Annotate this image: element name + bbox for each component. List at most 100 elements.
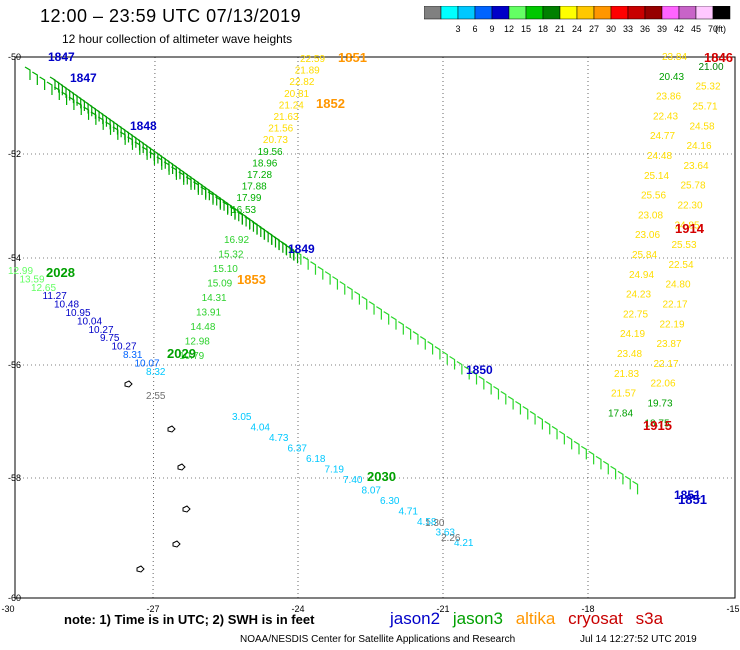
swh-barb xyxy=(434,346,441,360)
map-title: 12:00 – 23:59 UTC 07/13/2019 xyxy=(40,6,302,26)
swh-value: 24.77 xyxy=(650,131,675,142)
lat-tick-label: -58 xyxy=(8,473,21,483)
swh-barb xyxy=(419,336,426,350)
legend-jason3: jason3 xyxy=(452,609,503,628)
swh-value: 25.84 xyxy=(632,250,657,261)
swh-barb xyxy=(566,435,573,450)
island-outline xyxy=(172,540,181,548)
lat-tick-label: -60 xyxy=(8,593,21,603)
swh-value: 25.71 xyxy=(693,102,718,113)
swh-value: 10.95 xyxy=(66,308,91,319)
swh-barb xyxy=(383,311,390,325)
swh-barb xyxy=(500,390,507,405)
swh-barb xyxy=(595,455,602,470)
longitude-gridline xyxy=(152,56,156,599)
swh-barb xyxy=(624,475,631,490)
swh-value: 22.06 xyxy=(651,379,676,390)
pass-time-label: 1846 xyxy=(704,50,733,65)
swh-value: 24.94 xyxy=(629,270,654,281)
swh-value: 4.73 xyxy=(269,433,289,444)
legend-tick-label: 6 xyxy=(472,24,477,34)
map-frame xyxy=(14,56,736,599)
swh-barb xyxy=(463,366,470,380)
swh-barb xyxy=(602,460,609,475)
island-outline xyxy=(177,463,186,471)
swh-value: 21.63 xyxy=(274,112,299,123)
pass-time-label: 1852 xyxy=(316,96,345,111)
lat-tick-label: -50 xyxy=(8,52,21,62)
swh-barb xyxy=(581,445,587,460)
swh-value: 3.63 xyxy=(436,528,456,539)
swh-value: 24.23 xyxy=(626,290,651,301)
legend-cryosat: cryosat xyxy=(568,609,623,628)
pass-time-label: 2029 xyxy=(167,346,196,361)
swh-value: 16.53 xyxy=(231,205,256,216)
swh-value: 22.17 xyxy=(654,359,679,370)
lat-tick-label: -52 xyxy=(8,149,21,159)
swh-barb xyxy=(617,470,624,485)
swh-value: 6.18 xyxy=(306,454,326,465)
swh-value: 10.04 xyxy=(77,316,102,327)
swh-value: 18.75 xyxy=(645,418,670,429)
legend-tick-label: 24 xyxy=(572,24,582,34)
swh-barb xyxy=(398,321,404,335)
swh-barb xyxy=(632,480,639,495)
swh-barb xyxy=(368,301,375,315)
footer-note: note: 1) Time is in UTC; 2) SWH is in fe… xyxy=(64,612,315,627)
swh-value: 21.56 xyxy=(268,124,293,135)
swh-barb xyxy=(471,370,478,385)
swh-value: 21.83 xyxy=(614,369,639,380)
swh-value: 12.98 xyxy=(185,337,210,348)
swh-value: 15.10 xyxy=(213,264,238,275)
swh-value: 25.32 xyxy=(696,82,721,93)
swh-value: 23.08 xyxy=(638,210,663,221)
legend-tick-label: 30 xyxy=(606,24,616,34)
island-outline xyxy=(167,425,176,433)
swh-barb xyxy=(456,361,463,375)
swh-value: 13.91 xyxy=(196,308,221,319)
swh-value: 21.57 xyxy=(611,389,636,400)
pass-time-label: 1851 xyxy=(678,492,707,507)
lon-tick-label: -30 xyxy=(1,604,14,614)
swh-value: 24.80 xyxy=(666,280,691,291)
legend-tick-label: 12 xyxy=(504,24,514,34)
swh-barb xyxy=(405,326,412,340)
swh-value: 10.27 xyxy=(112,342,137,353)
swh-value: 22.75 xyxy=(623,309,648,320)
lat-tick-label: -54 xyxy=(8,253,21,263)
island-outline xyxy=(136,565,145,573)
swh-value: 15.09 xyxy=(207,279,232,290)
swh-value: 23.86 xyxy=(656,92,681,103)
swh-value: 19.73 xyxy=(648,399,673,410)
legend-unit: (ft) xyxy=(715,24,726,34)
swh-value: 17.84 xyxy=(608,408,633,419)
swh-value: 16.92 xyxy=(224,235,249,246)
swh-value: 10.48 xyxy=(54,300,79,311)
swh-barb xyxy=(32,71,38,85)
swh-value: 7.19 xyxy=(325,465,345,476)
swh-value: 11.27 xyxy=(43,291,68,302)
swh-value: 20.73 xyxy=(263,135,288,146)
swh-value: 24.19 xyxy=(620,329,645,340)
swh-value: 17.88 xyxy=(242,182,267,193)
lon-tick-label: -15 xyxy=(726,604,739,614)
island-outline xyxy=(124,380,133,388)
swh-barb xyxy=(324,271,331,285)
lat-tick-label: -56 xyxy=(8,360,21,370)
map-subtitle: 12 hour collection of altimeter wave hei… xyxy=(62,32,293,46)
swh-value: 8.31 xyxy=(123,350,143,361)
legend-altika: altika xyxy=(515,609,556,628)
swh-barb xyxy=(522,405,529,420)
swh-barb xyxy=(412,331,419,345)
pass-time-label: 1847 xyxy=(70,71,97,85)
swh-barb xyxy=(376,306,382,320)
swh-value: 3.05 xyxy=(232,412,252,423)
swh-barb xyxy=(292,249,299,264)
swh-barb xyxy=(544,420,551,435)
swh-value: 24.48 xyxy=(647,151,672,162)
swh-value: 12.99 xyxy=(8,266,33,277)
swh-barb xyxy=(332,276,339,290)
swh-value: 10.27 xyxy=(89,325,114,336)
swh-value: 22.43 xyxy=(653,111,678,122)
